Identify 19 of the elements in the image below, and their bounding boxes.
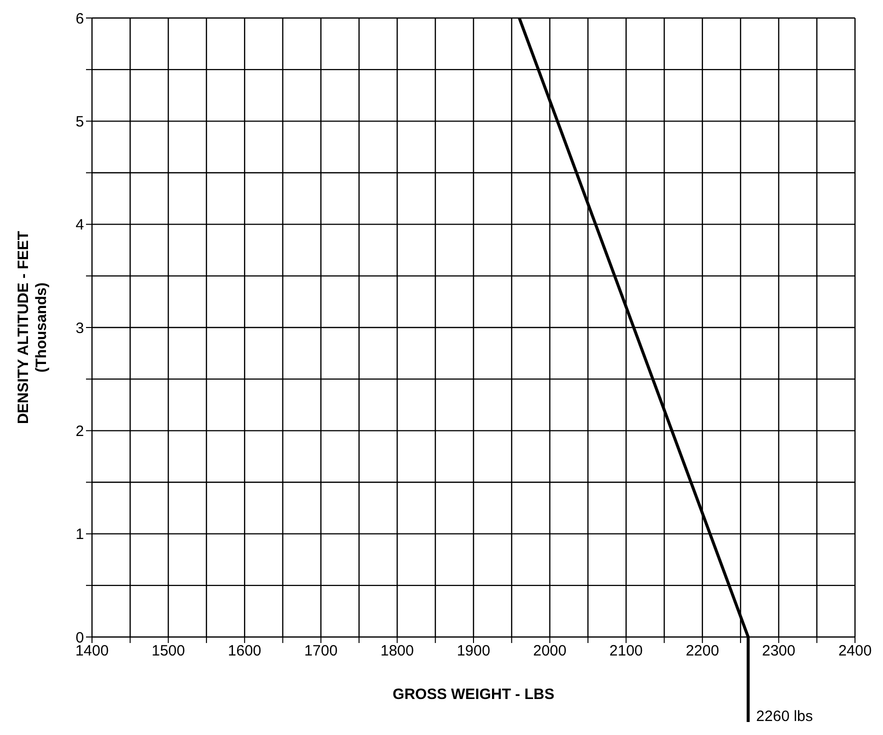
x-tick-label: 1700 [304,642,338,660]
y-tick-label: 4 [76,216,84,234]
x-tick-label: 2000 [533,642,566,660]
x-axis-title: GROSS WEIGHT - LBS [392,686,554,703]
y-tick-label: 2 [76,422,84,440]
x-tick-label: 1600 [228,642,262,660]
y-tick-label: 5 [76,113,84,130]
text: 2260 lbs [756,708,813,725]
x-tick-label: 2300 [762,642,796,660]
x-tick-label: 2400 [838,642,872,660]
x-tick-label: 1900 [456,642,490,660]
x-tick-label: 2100 [609,642,643,660]
y-tick-label: 6 [76,10,84,28]
x-tick-label: 1500 [152,642,185,660]
x-tick-label: 1800 [380,642,414,660]
y-tick-label: 1 [76,526,84,544]
x-tick-label: 2200 [686,642,720,660]
y-axis-title: DENSITY ALTITUDE - FEET (Thousands) [15,230,50,424]
y-tick-label: 3 [76,320,84,337]
